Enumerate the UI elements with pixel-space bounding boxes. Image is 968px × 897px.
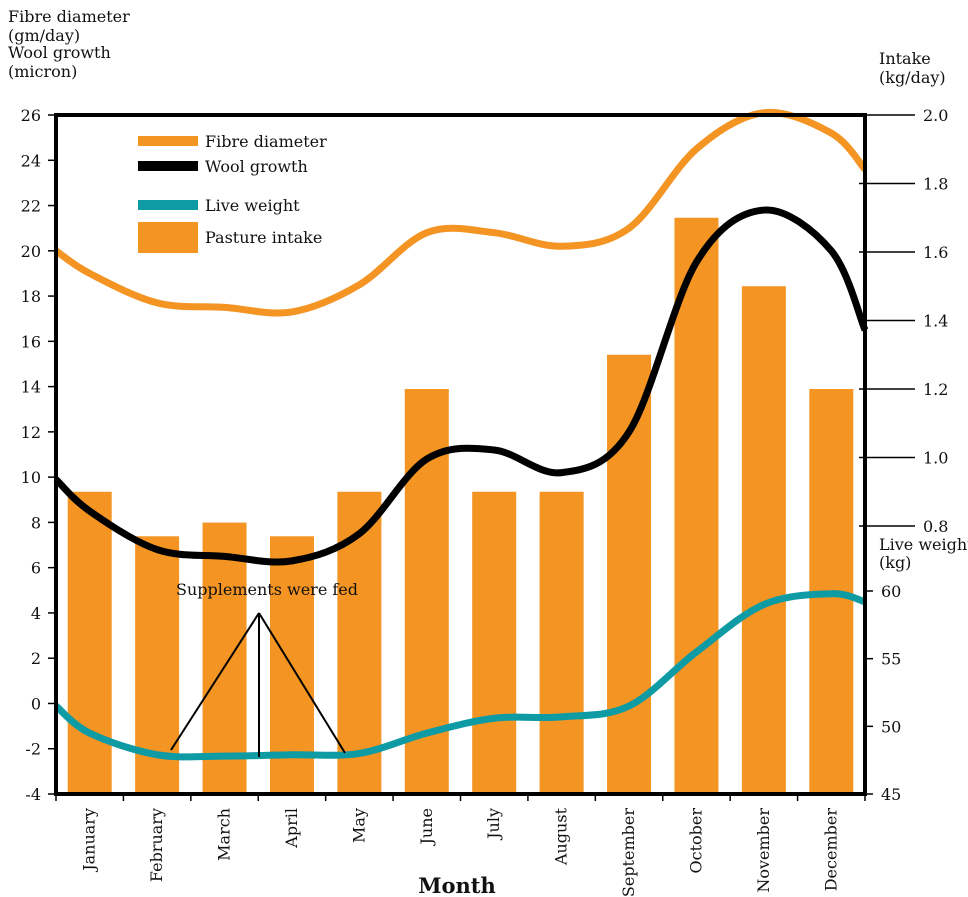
wool-growth-line [53,206,869,566]
month-label-march: March [215,808,234,861]
left-tick-label: 14 [21,378,41,397]
left-tick-label: 26 [21,106,41,125]
left-tick-label: 18 [21,287,41,306]
month-label-august: August [552,807,571,866]
intake-tick-label: 1.6 [923,243,948,262]
left-tick-label: -2 [25,740,41,759]
live-weight-line [53,590,867,761]
legend-label-live-weight: Live weight [205,196,300,215]
pasture-intake-bar-july [472,491,517,794]
month-label-september: September [619,808,638,897]
pasture-intake-bar-october [674,217,719,794]
pasture-intake-bar-january [67,491,112,794]
left-tick-label: -4 [25,785,41,804]
month-label-november: November [754,808,773,893]
weight-tick-label: 60 [881,582,901,601]
intake-tick-label: 1.2 [923,380,948,399]
left-axis-title-line: (gm/day) [8,26,80,45]
left-tick-label: 10 [21,468,41,487]
month-label-january: January [80,808,99,873]
weight-axis-title-line: (kg) [879,553,911,572]
intake-axis-title-line: (kg/day) [879,68,946,87]
intake-tick-label: 1.4 [923,312,948,331]
month-label-february: February [147,808,166,882]
x-axis-title: Month [418,873,496,897]
chart-axes: 26242220181614121086420-2-42.01.81.61.41… [8,7,968,897]
legend-swatch-wool-growth [138,161,198,171]
pasture-intake-bar-march [202,522,247,794]
annotation-pointer-line [170,612,260,751]
month-label-december: December [821,808,840,892]
month-label-october: October [686,808,705,874]
annotation-text: Supplements were fed [176,580,358,599]
chart-legend: Fibre diameter Wool growth Live weight Past… [138,132,327,253]
weight-axis-title-line: Live weight [879,535,968,554]
pasture-intake-bar-august [539,491,584,794]
month-label-may: May [349,808,368,843]
left-tick-label: 6 [31,559,41,578]
annotation-pointer-line [258,612,346,754]
left-tick-label: 0 [31,694,41,713]
left-tick-label: 12 [21,423,41,442]
left-tick-label: 20 [21,242,41,261]
left-tick-label: 24 [21,151,41,170]
month-label-april: April [282,808,301,849]
pasture-intake-bar-november [741,286,786,794]
left-axis-title-line: (micron) [8,62,77,81]
left-tick-label: 8 [31,513,41,532]
weight-tick-label: 45 [881,785,901,804]
left-tick-label: 2 [31,649,41,668]
pasture-intake-bars [67,217,854,794]
left-axis-title-line: Wool growth [8,43,111,62]
intake-tick-label: 1.8 [923,175,948,194]
left-tick-label: 22 [21,197,41,216]
weight-tick-label: 50 [881,717,901,736]
month-label-june: June [417,808,436,847]
legend-swatch-pasture-intake [138,222,198,253]
weight-tick-label: 55 [881,650,901,669]
left-axis-title-line: Fibre diameter [8,7,130,26]
legend-label-wool-growth: Wool growth [205,157,308,176]
left-tick-label: 4 [31,604,41,623]
intake-tick-label: 1.0 [923,449,948,468]
left-tick-label: 16 [21,332,41,351]
pasture-intake-bar-september [607,354,652,794]
legend-label-pasture-intake: Pasture intake [205,228,322,247]
intake-tick-label: 0.8 [923,517,948,536]
intake-axis-title-line: Intake [879,49,931,68]
supplements-annotation: Supplements were fed [170,580,358,757]
legend-label-fibre-diameter: Fibre diameter [205,132,327,151]
intake-tick-label: 2.0 [923,106,948,125]
legend-swatch-fibre-diameter [138,136,198,146]
legend-swatch-live-weight [138,200,198,210]
month-label-july: July [484,808,503,841]
